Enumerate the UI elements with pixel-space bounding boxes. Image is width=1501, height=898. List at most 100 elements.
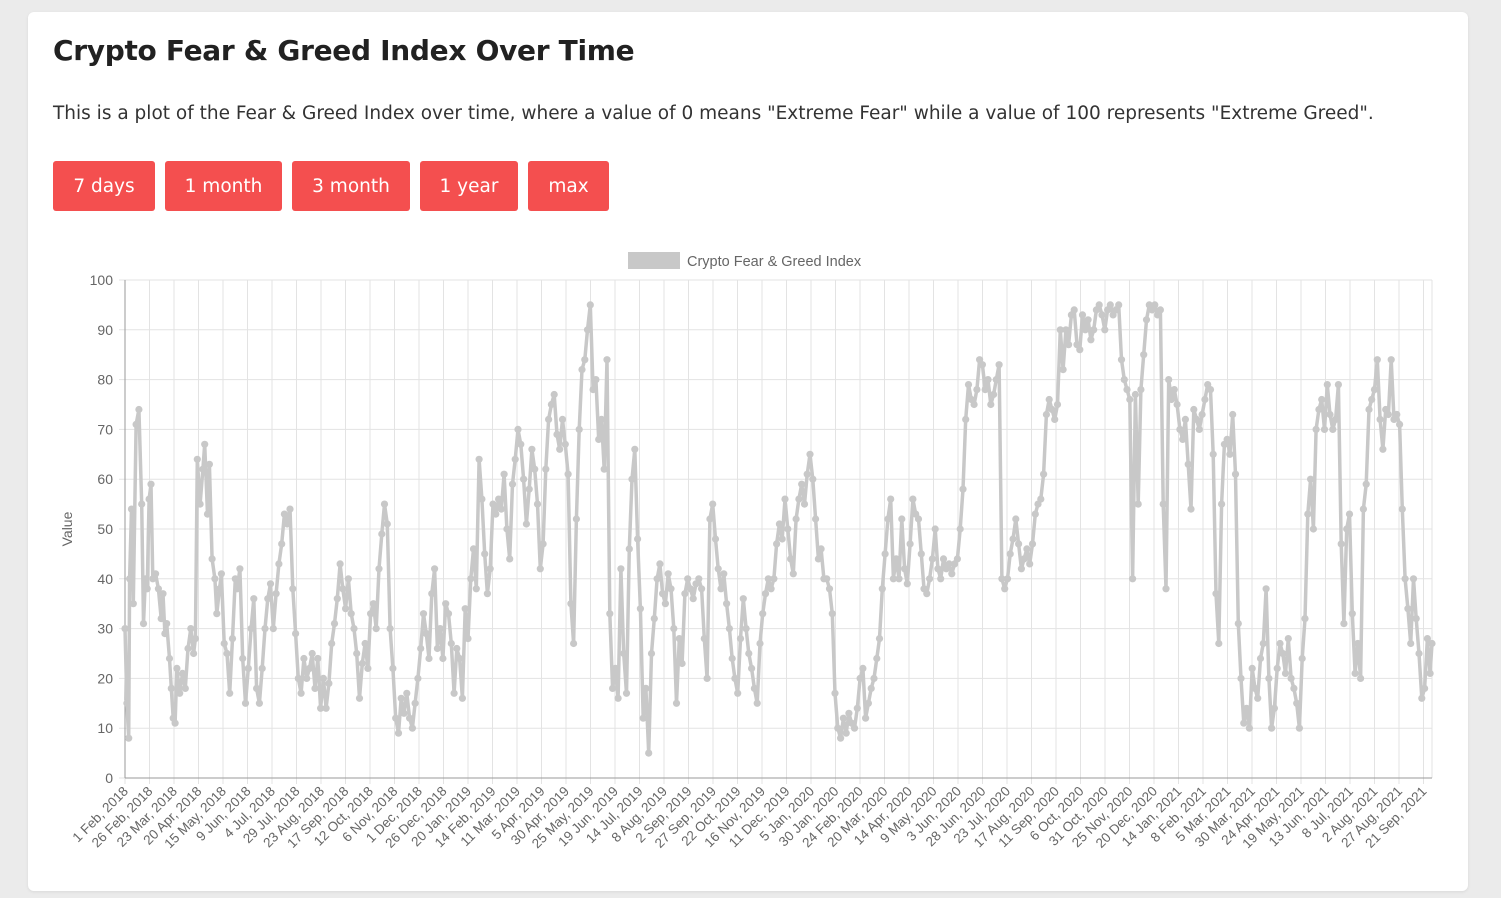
data-point bbox=[247, 625, 255, 633]
data-point bbox=[342, 605, 350, 613]
data-point bbox=[244, 664, 252, 673]
data-point bbox=[1193, 415, 1201, 423]
range-1-year-button[interactable]: 1 year bbox=[420, 161, 518, 211]
data-point bbox=[956, 525, 964, 533]
data-point bbox=[1062, 326, 1070, 334]
data-point bbox=[141, 575, 149, 583]
data-point bbox=[361, 639, 369, 648]
range-max-button[interactable]: max bbox=[528, 161, 609, 211]
data-point bbox=[717, 585, 725, 593]
data-point bbox=[984, 376, 992, 384]
data-point bbox=[859, 664, 867, 673]
data-point bbox=[1268, 724, 1276, 732]
data-point bbox=[1301, 615, 1309, 623]
data-point bbox=[217, 570, 225, 578]
data-point bbox=[1065, 341, 1073, 349]
range-7-days-button[interactable]: 7 days bbox=[53, 161, 155, 211]
data-point bbox=[517, 440, 525, 448]
data-point bbox=[617, 565, 625, 573]
data-point bbox=[433, 644, 441, 653]
chart-legend[interactable]: Crypto Fear & Greed Index bbox=[628, 252, 862, 270]
data-point bbox=[531, 465, 539, 473]
data-point bbox=[157, 615, 165, 623]
data-point bbox=[1368, 395, 1376, 404]
data-point bbox=[767, 585, 775, 593]
data-point bbox=[1273, 664, 1281, 673]
data-point bbox=[132, 420, 140, 428]
data-point bbox=[528, 445, 536, 453]
data-point bbox=[723, 600, 731, 608]
data-point bbox=[163, 620, 171, 628]
data-point bbox=[431, 565, 439, 573]
data-point bbox=[469, 545, 478, 553]
data-point bbox=[1396, 420, 1404, 428]
data-point bbox=[1076, 346, 1084, 354]
data-point bbox=[123, 699, 131, 707]
data-point bbox=[628, 475, 636, 483]
data-point bbox=[1006, 550, 1014, 558]
data-point bbox=[1223, 435, 1231, 443]
data-point bbox=[297, 689, 305, 697]
data-point bbox=[570, 639, 578, 648]
data-point bbox=[375, 565, 383, 573]
data-point bbox=[1218, 500, 1226, 508]
range-3-month-button[interactable]: 3 month bbox=[292, 161, 410, 211]
data-point bbox=[1326, 410, 1334, 419]
data-point bbox=[406, 714, 414, 722]
data-point bbox=[422, 630, 430, 638]
data-point bbox=[653, 575, 661, 583]
data-point bbox=[670, 625, 678, 633]
data-point bbox=[1170, 386, 1178, 394]
data-point bbox=[300, 654, 308, 663]
data-point bbox=[645, 749, 653, 757]
data-point bbox=[953, 555, 962, 563]
data-point bbox=[253, 684, 261, 693]
data-point bbox=[903, 580, 911, 588]
data-point bbox=[639, 714, 647, 722]
range-1-month-button[interactable]: 1 month bbox=[165, 161, 282, 211]
data-point bbox=[1290, 684, 1298, 693]
data-point bbox=[987, 400, 995, 409]
data-point bbox=[1248, 664, 1256, 673]
data-point bbox=[917, 550, 925, 558]
data-point bbox=[1206, 386, 1215, 394]
data-point bbox=[1362, 480, 1370, 488]
data-point bbox=[928, 555, 937, 563]
data-point bbox=[1318, 395, 1326, 404]
data-point bbox=[1117, 356, 1126, 364]
data-point bbox=[1376, 415, 1384, 423]
data-point bbox=[556, 445, 564, 453]
data-point bbox=[258, 664, 266, 673]
data-point bbox=[1056, 326, 1064, 334]
data-point bbox=[1320, 425, 1329, 433]
data-point bbox=[764, 575, 772, 583]
data-point bbox=[308, 649, 316, 658]
data-point bbox=[1345, 510, 1354, 518]
data-point bbox=[700, 635, 708, 643]
data-point bbox=[447, 639, 455, 648]
data-point bbox=[622, 689, 631, 697]
data-point bbox=[1337, 540, 1345, 548]
data-point bbox=[567, 600, 575, 608]
data-point bbox=[500, 470, 508, 478]
y-tick-label: 90 bbox=[97, 322, 113, 338]
data-point bbox=[1245, 724, 1253, 732]
data-point bbox=[228, 635, 237, 643]
data-point bbox=[464, 635, 472, 643]
data-point bbox=[875, 635, 884, 643]
data-point bbox=[1053, 400, 1062, 409]
data-point bbox=[461, 605, 469, 613]
data-point bbox=[1307, 475, 1315, 483]
data-point bbox=[322, 704, 330, 712]
data-point bbox=[728, 654, 736, 663]
data-point bbox=[135, 405, 143, 414]
data-point bbox=[1365, 405, 1373, 414]
data-point bbox=[425, 654, 433, 663]
data-point bbox=[436, 625, 444, 633]
data-point bbox=[514, 425, 522, 433]
data-point bbox=[1251, 684, 1259, 693]
data-point bbox=[205, 460, 213, 468]
data-point bbox=[1426, 669, 1434, 678]
data-point bbox=[878, 585, 886, 593]
data-point bbox=[1020, 555, 1028, 563]
